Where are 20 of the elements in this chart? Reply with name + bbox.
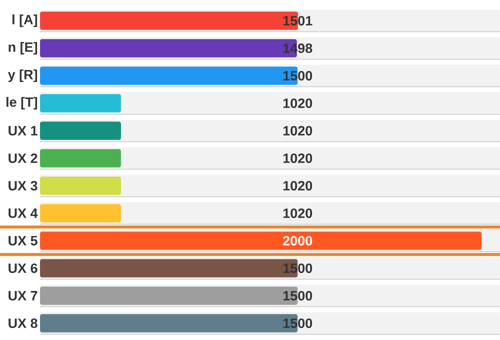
- y-tick-label: UX 3: [8, 180, 38, 191]
- y-tick-label: l [A]: [12, 14, 38, 28]
- data-label: 1501: [283, 16, 312, 26]
- data-label: 1020: [283, 180, 312, 191]
- y-tick-label: n [E]: [8, 42, 38, 55]
- y-tick-label: UX 1: [8, 126, 38, 136]
- data-label: 1020: [283, 98, 312, 108]
- data-label: 1020: [283, 208, 312, 218]
- y-tick-label: UX 6: [8, 263, 38, 274]
- data-label: 1020: [283, 153, 312, 164]
- y-tick-label: UX 2: [8, 153, 38, 164]
- data-label: 2000: [283, 236, 312, 246]
- y-tick-label: UX 7: [8, 291, 38, 300]
- y-tick-label: UX 8: [8, 318, 38, 328]
- data-label: 1500: [283, 290, 312, 301]
- data-label: 1020: [283, 126, 312, 136]
- y-tick-label: UX 5: [8, 236, 38, 246]
- y-tick-label: y [R]: [8, 69, 38, 82]
- y-tick-label: le [T]: [6, 96, 38, 110]
- y-tick-label: UX 4: [8, 208, 38, 218]
